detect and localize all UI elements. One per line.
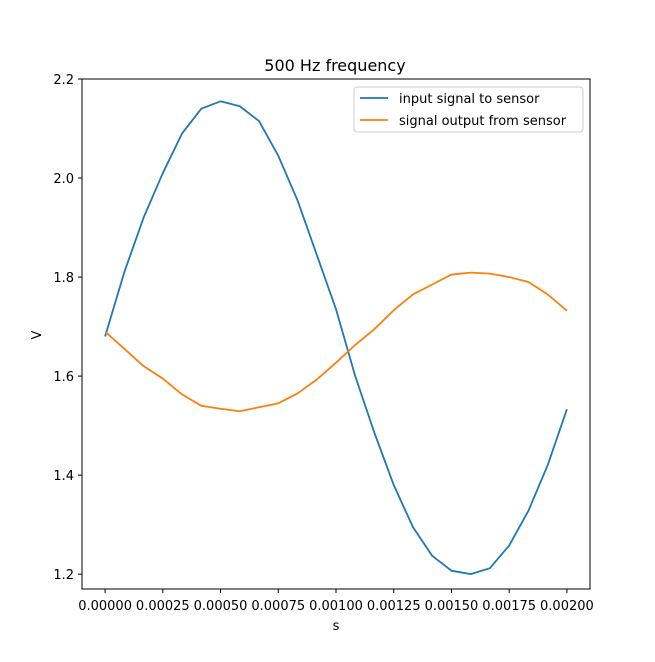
x-axis-label: s [333, 619, 340, 634]
y-tick-label: 1.4 [53, 469, 74, 484]
x-tick-label: 0.00100 [309, 599, 363, 614]
x-tick-label: 0.00050 [194, 599, 248, 614]
x-tick-label: 0.00000 [78, 599, 132, 614]
x-tick-label: 0.00150 [425, 599, 479, 614]
y-axis-ticks: 1.2 1.4 1.6 1.8 2.0 2.2 [53, 73, 82, 583]
legend: input signal to sensor signal output from… [353, 86, 584, 133]
x-tick-label: 0.00125 [367, 599, 421, 614]
y-tick-label: 1.8 [53, 271, 74, 286]
chart-title: 500 Hz frequency [264, 56, 405, 75]
y-tick-label: 1.6 [53, 370, 74, 385]
x-tick-label: 0.00200 [540, 599, 594, 614]
x-tick-label: 0.00075 [251, 599, 305, 614]
y-tick-label: 1.2 [53, 568, 74, 583]
y-axis-label: V [30, 330, 45, 339]
legend-label-2: signal output from sensor [399, 114, 567, 129]
series-line-2 [104, 271, 568, 413]
y-tick-label: 2.2 [53, 73, 74, 88]
x-axis-ticks: 0.00000 0.00025 0.00050 0.00075 0.00100 0.001… [78, 589, 594, 614]
x-tick-label: 0.00025 [136, 599, 190, 614]
series-line-1 [104, 100, 568, 576]
legend-box [353, 86, 584, 133]
x-tick-label: 0.00175 [482, 599, 536, 614]
legend-label-1: input signal to sensor [399, 92, 540, 107]
y-tick-label: 2.0 [53, 172, 74, 187]
